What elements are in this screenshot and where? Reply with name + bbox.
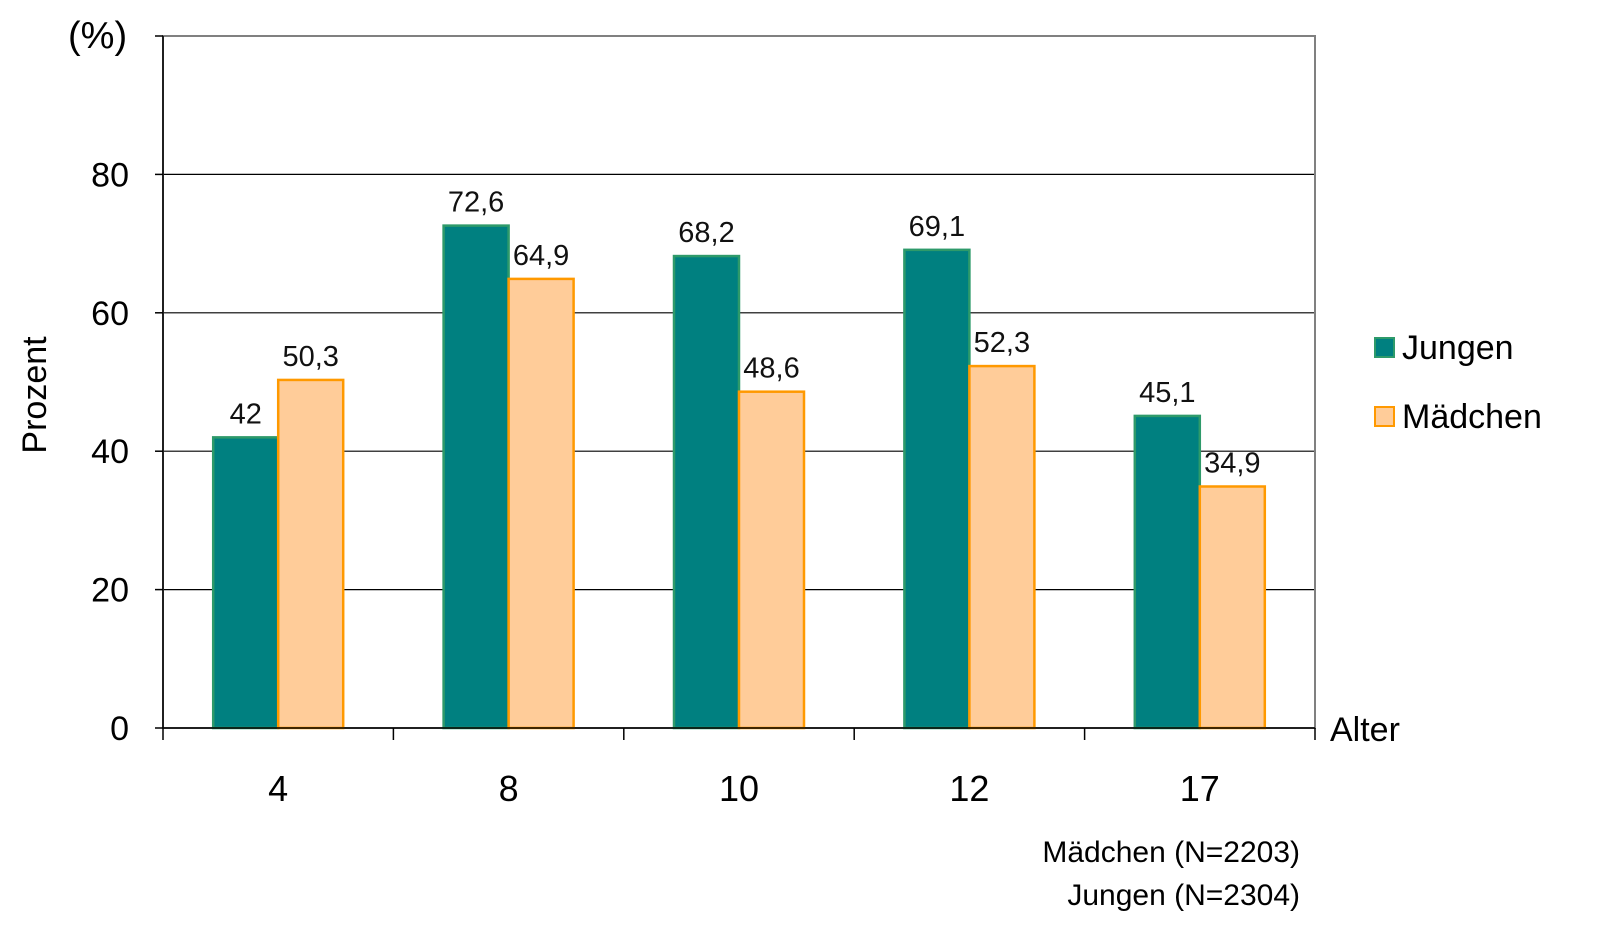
- note-jungen-n: Jungen (N=2304): [1067, 879, 1300, 912]
- bar-maedchen-12: [968, 364, 1036, 730]
- y-axis-title: Prozent: [16, 336, 54, 454]
- x-tick-label: 4: [268, 768, 288, 809]
- legend-item-maedchen: Mädchen: [1374, 398, 1542, 436]
- x-axis-title: Alter: [1330, 711, 1400, 749]
- legend-label-maedchen: Mädchen: [1402, 398, 1542, 436]
- legend-swatch-jungen: [1374, 337, 1395, 358]
- x-tick-label: 8: [499, 768, 519, 809]
- data-label: 68,2: [678, 217, 734, 249]
- bar-jungen-17: [1133, 414, 1202, 730]
- bars: [211, 224, 1267, 730]
- x-tick-label: 17: [1180, 768, 1220, 809]
- data-label: 50,3: [282, 341, 338, 373]
- bar-maedchen-10: [737, 390, 806, 730]
- data-label: 45,1: [1139, 377, 1195, 409]
- y-unit-label: (%): [68, 15, 127, 57]
- y-tick-label: 20: [91, 572, 129, 610]
- data-label: 52,3: [974, 327, 1030, 359]
- bar-jungen-8: [442, 224, 510, 730]
- legend-label-jungen: Jungen: [1402, 329, 1514, 367]
- legend-item-jungen: Jungen: [1374, 329, 1514, 367]
- legend: Jungen Mädchen: [1374, 329, 1542, 436]
- legend-swatch-maedchen: [1374, 406, 1395, 427]
- y-tick-label: 40: [91, 433, 129, 471]
- bar-jungen-4: [211, 436, 280, 730]
- y-tick-label: 0: [110, 710, 129, 748]
- sample-size-notes: Mädchen (N=2203) Jungen (N=2304): [1042, 836, 1300, 912]
- bar-jungen-10: [672, 254, 741, 730]
- bar-jungen-12: [903, 248, 971, 730]
- note-maedchen-n: Mädchen (N=2203): [1042, 836, 1300, 869]
- data-label: 42: [230, 398, 262, 430]
- y-tick-label: 60: [91, 295, 129, 333]
- bar-maedchen-8: [507, 277, 575, 730]
- data-label: 72,6: [448, 187, 504, 219]
- data-label: 48,6: [743, 353, 799, 385]
- data-label: 34,9: [1204, 447, 1260, 479]
- y-tick-label: 80: [91, 156, 129, 194]
- x-tick-label: 10: [719, 768, 759, 809]
- data-label: 64,9: [513, 240, 569, 272]
- data-label: 69,1: [909, 211, 965, 243]
- bar-maedchen-17: [1198, 485, 1267, 730]
- bar-maedchen-4: [276, 378, 345, 730]
- axes: 0 20 40 60 80 4 8 10 12 17: [91, 35, 1316, 809]
- data-labels: 42 50,3 72,6 64,9 68,2 48,6 69,1 52,3 45,1 34,9: [230, 187, 1261, 480]
- x-tick-label: 12: [949, 768, 989, 809]
